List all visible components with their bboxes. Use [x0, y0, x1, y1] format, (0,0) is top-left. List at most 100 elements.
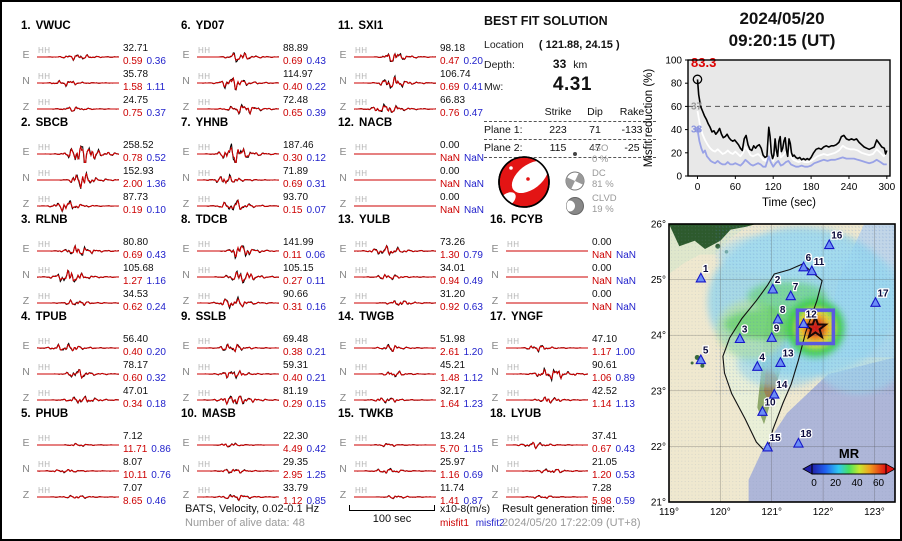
location-value: ( 121.88, 24.15 ) [538, 39, 620, 51]
misfit1-legend: misfit1 [440, 517, 469, 529]
synthetic-waveform [354, 244, 436, 256]
misfit2-value: NaN [464, 205, 485, 216]
channel-code-label: HH [38, 98, 51, 107]
trace-values: 98.18 0.47 0.20 [440, 40, 498, 67]
synthetic-waveform [354, 76, 436, 88]
station-marker-label: 12 [806, 310, 818, 321]
station-marker-label: 13 [782, 349, 794, 360]
station-marker-6 [798, 261, 810, 272]
misfit1-value: 1.06 [592, 373, 612, 384]
misfit-values: 1.27 1.16 [123, 276, 181, 287]
component-label: E [182, 437, 190, 449]
misfit2-value: 1.12 [463, 373, 483, 384]
waveform-trace [354, 495, 436, 500]
synthetic-waveform [197, 146, 279, 163]
misfit1-value: 0.47 [440, 56, 460, 67]
rake-header: Rake [619, 106, 645, 118]
channel-row-z: Z HH 11.74 1.41 0.87 [336, 480, 498, 507]
dip-header: Dip [587, 106, 603, 118]
component-label: Z [182, 101, 190, 113]
station-block-lyub: 18. LYUB E HH 37.41 0.67 0.43 N HH 21.05 1.20 0.53 Z… [488, 408, 650, 507]
station-number: 7. [181, 117, 191, 129]
synthetic-waveform [506, 345, 588, 352]
component-label: N [22, 172, 30, 184]
peak-amplitude: 106.74 [440, 69, 471, 80]
misfit-values: 11.71 0.86 [123, 444, 181, 455]
waveform-trace [37, 244, 119, 256]
channel-code-label: HH [198, 389, 211, 398]
station-header: 16. PCYB [490, 214, 543, 226]
synthetic-waveform [37, 495, 119, 499]
component-label: N [491, 463, 499, 475]
trace-values: 51.98 2.61 1.20 [440, 331, 498, 358]
misfit-values: 0.34 0.18 [123, 399, 181, 410]
peak-amplitude: 8.07 [123, 457, 143, 468]
channel-row-e: E HH 0.00 NaN NaN [336, 137, 498, 164]
station-number: 14. [338, 311, 354, 323]
station-name: RLNB [35, 214, 68, 226]
trace-values: 93.70 0.15 0.07 [283, 189, 341, 216]
channel-code-label: HH [198, 98, 211, 107]
misfit-values: 2.95 1.25 [283, 470, 341, 481]
peak-amplitude: 47.01 [123, 386, 149, 397]
channel-row-n: N HH 71.89 0.69 0.31 [179, 163, 341, 190]
lon-tick-label: 123° [864, 507, 885, 518]
station-header: 6. YD07 [181, 20, 224, 32]
waveform-trace [354, 467, 436, 474]
synthetic-waveform [37, 201, 119, 213]
amplitude-unit-label: x10-8(m/s) [440, 503, 491, 515]
trace-values: 88.89 0.69 0.43 [283, 40, 341, 67]
component-label: N [339, 172, 347, 184]
component-label: N [339, 75, 347, 87]
misfit2-value: 1.36 [146, 179, 166, 190]
synthetic-waveform [197, 395, 279, 406]
misfit2-value: 0.53 [615, 470, 635, 481]
waveform-trace [197, 76, 279, 91]
peak-amplitude: 66.83 [440, 95, 466, 106]
station-marker-label: 5 [703, 346, 709, 357]
waveform-trace [37, 298, 119, 307]
component-label: N [22, 366, 30, 378]
channel-code-label: HH [198, 363, 211, 372]
synthetic-waveform [37, 443, 119, 447]
synthetic-waveform [197, 494, 279, 502]
misfit1-value: 8.65 [123, 496, 143, 507]
peak-amplitude: 42.52 [592, 386, 618, 397]
channel-code-label: HH [38, 486, 51, 495]
misfit1-value: 1.16 [440, 470, 460, 481]
channel-row-n: N HH 21.05 1.20 0.53 [488, 454, 650, 481]
plane-table-header: Strike Dip Rake [484, 104, 656, 122]
misfit-values: NaN NaN [592, 302, 650, 313]
nodal-plane-table: Strike Dip Rake Plane 1: 223 71 -133 Pla… [484, 104, 656, 158]
channel-row-z: Z HH 34.53 0.62 0.24 [19, 286, 181, 313]
station-block-rlnb: 3. RLNB E HH 80.80 0.69 0.43 N HH 105.68 1.27 1.16 Z… [19, 214, 181, 313]
strike-header: Strike [544, 106, 572, 118]
peak-amplitude: 34.01 [440, 263, 466, 274]
station-number: 2. [21, 117, 31, 129]
misfit2-value: 0.36 [146, 56, 166, 67]
alive-data-label: Number of alive data: 48 [185, 516, 305, 529]
peak-amplitude: 0.00 [592, 289, 612, 300]
component-label: E [491, 340, 499, 352]
trace-values: 105.68 1.27 1.16 [123, 260, 181, 287]
channel-row-n: N HH 34.01 0.94 0.49 [336, 260, 498, 287]
station-marker-label: 7 [793, 282, 799, 293]
waveform-trace [354, 153, 436, 155]
trace-values: 47.10 1.17 1.00 [592, 331, 650, 358]
station-name: PHUB [35, 408, 69, 420]
synthetic-waveform [197, 76, 279, 91]
channel-row-e: E HH 88.89 0.69 0.43 [179, 40, 341, 67]
misfit1-value: 5.70 [440, 444, 460, 455]
waveform-trace [37, 54, 119, 62]
trace-values: 0.00 NaN NaN [440, 189, 498, 216]
result-time-label: Result generation time: [502, 503, 616, 515]
misfit-values: 0.92 0.63 [440, 302, 498, 313]
lat-tick-label: 23° [651, 386, 666, 397]
station-number: 3. [21, 214, 31, 226]
component-label: E [22, 340, 30, 352]
station-marker-label: 3 [742, 325, 748, 336]
channel-code-label: HH [198, 486, 211, 495]
channel-code-label: HH [355, 434, 368, 443]
channel-code-label: HH [507, 486, 520, 495]
peak-amplitude: 24.75 [123, 95, 149, 106]
